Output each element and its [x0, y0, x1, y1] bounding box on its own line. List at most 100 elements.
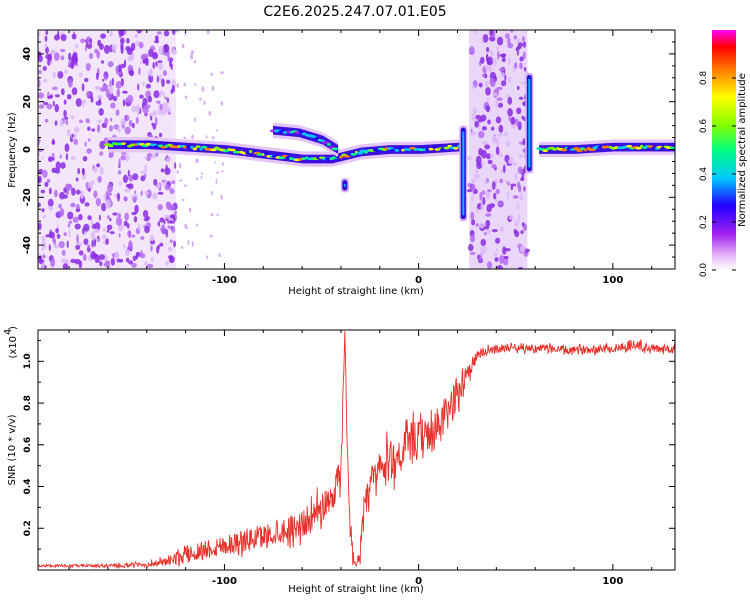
noise-blob	[486, 204, 493, 213]
noise-blob	[90, 219, 94, 227]
noise-blob	[41, 155, 44, 160]
noise-blob	[487, 159, 493, 165]
noise-blob	[127, 94, 134, 104]
noise-blob	[111, 77, 115, 86]
track-peak	[453, 146, 459, 150]
noise-blob	[146, 152, 153, 158]
noise-blob	[508, 115, 511, 122]
noise-blob	[50, 49, 56, 55]
noise-blob	[469, 229, 475, 237]
noise-blob	[86, 43, 93, 49]
track-core	[330, 141, 333, 150]
noise-blob	[140, 236, 145, 240]
noise-blob	[508, 215, 515, 220]
noise-blob	[89, 38, 93, 44]
noise-blob	[84, 77, 89, 83]
noise-blob	[70, 60, 75, 70]
noise-blob	[128, 174, 134, 182]
noise-blob	[42, 66, 47, 72]
track-peak	[201, 145, 208, 149]
noise-blob	[487, 189, 492, 193]
noise-blob	[512, 195, 519, 199]
noise-blob	[41, 247, 45, 251]
track-peak	[542, 149, 549, 153]
noise-blob	[67, 211, 74, 220]
noise-blob	[112, 212, 118, 216]
noise-blob	[99, 43, 104, 51]
noise-blob	[168, 106, 171, 114]
noise-blob	[193, 60, 197, 64]
noise-blob	[145, 83, 151, 89]
snr-xlabel: Height of straight line (km)	[288, 584, 424, 595]
noise-blob	[519, 56, 524, 62]
noise-blob	[38, 175, 42, 184]
noise-blob	[57, 71, 64, 79]
noise-blob	[125, 183, 131, 188]
noise-blob	[475, 223, 479, 227]
noise-blob	[170, 46, 176, 55]
noise-blob	[475, 167, 478, 175]
noise-blob	[95, 197, 101, 207]
noise-blob	[53, 52, 60, 61]
noise-blob	[211, 85, 215, 91]
track-peak	[605, 145, 610, 149]
noise-blob	[162, 92, 166, 98]
noise-blob	[505, 33, 510, 39]
noise-blob	[58, 240, 65, 249]
noise-blob	[210, 213, 214, 217]
noise-blob	[144, 190, 149, 196]
vertical-feature-core	[528, 79, 531, 168]
noise-blob	[90, 231, 96, 240]
noise-blob	[99, 261, 103, 267]
noise-blob	[63, 99, 67, 105]
noise-blob	[157, 204, 163, 211]
noise-blob	[144, 112, 148, 117]
noise-blob	[510, 156, 514, 162]
noise-blob	[504, 131, 508, 137]
noise-blob	[519, 62, 523, 70]
noise-blob	[511, 124, 516, 129]
noise-blob	[487, 56, 493, 65]
noise-blob	[485, 86, 491, 96]
noise-blob	[486, 97, 490, 102]
noise-blob	[127, 64, 134, 72]
track-core	[294, 153, 298, 163]
noise-blob	[220, 71, 224, 75]
noise-blob	[497, 50, 500, 60]
noise-blob	[158, 62, 164, 71]
snr-ytick-label: 0.6	[23, 437, 33, 453]
noise-blob	[68, 220, 73, 224]
noise-blob	[129, 70, 135, 77]
noise-blob	[108, 153, 112, 159]
noise-blob	[90, 251, 96, 260]
noise-blob	[82, 254, 87, 262]
track-peak	[626, 144, 633, 148]
noise-blob	[481, 141, 489, 145]
noise-blob	[99, 140, 106, 150]
noise-blob	[211, 190, 213, 196]
noise-blob	[152, 192, 158, 198]
noise-blob	[104, 74, 107, 81]
noise-blob	[109, 217, 112, 222]
noise-blob	[148, 48, 154, 58]
noise-blob	[220, 100, 224, 106]
noise-blob	[76, 234, 79, 244]
noise-blob	[103, 193, 107, 201]
track-core	[235, 146, 238, 156]
noise-blob	[60, 34, 67, 42]
track-peak	[190, 145, 194, 149]
noise-blob	[498, 151, 503, 158]
noise-blob	[471, 218, 476, 226]
snr-ytick-label: 0.4	[23, 479, 33, 495]
noise-blob	[124, 126, 131, 135]
noise-blob	[501, 53, 507, 58]
noise-blob	[74, 43, 79, 49]
noise-blob	[471, 84, 475, 90]
noise-blob	[496, 86, 503, 91]
noise-blob	[158, 74, 162, 83]
noise-blob	[211, 136, 215, 140]
noise-blob	[500, 168, 503, 174]
noise-blob	[496, 46, 500, 51]
noise-blob	[38, 202, 41, 208]
track-core	[127, 140, 130, 150]
